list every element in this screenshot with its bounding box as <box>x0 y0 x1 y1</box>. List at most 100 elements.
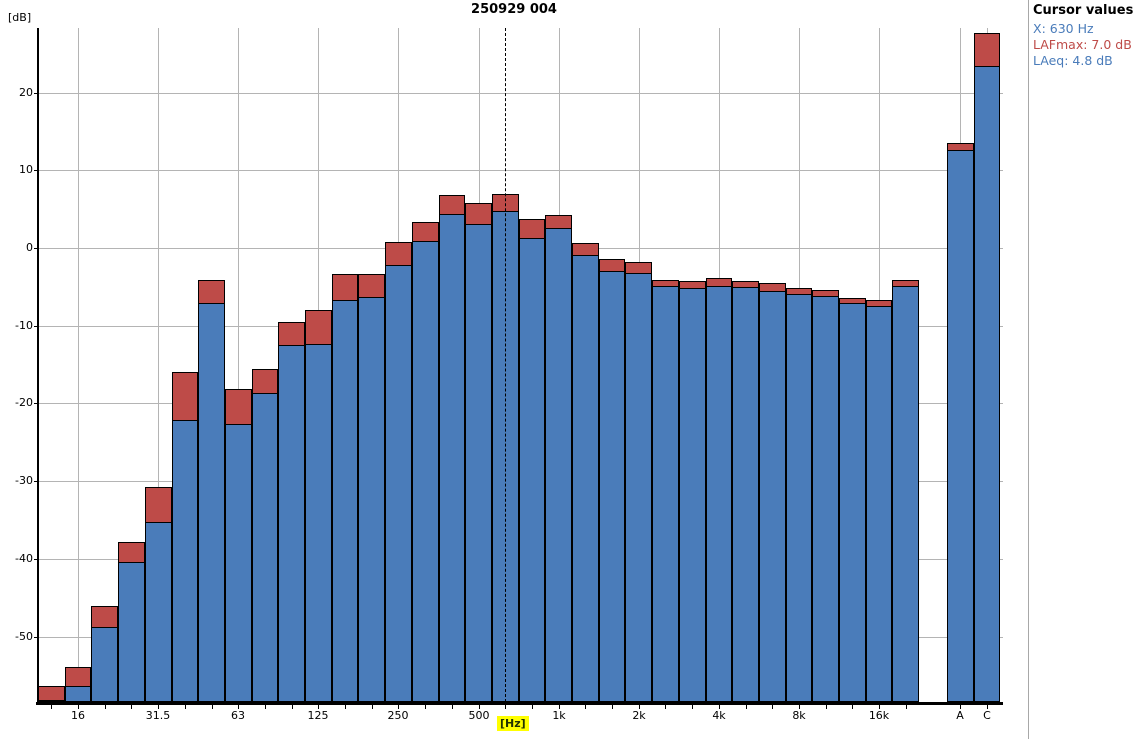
frequency-bar-6.3k[interactable] <box>759 28 786 702</box>
cursor-value-line-0: X: 630 Hz <box>1033 21 1094 36</box>
laeq-bar-segment <box>786 294 812 702</box>
overall-bar-C[interactable] <box>974 28 1000 702</box>
y-tick-label: -30 <box>15 474 33 487</box>
h-gridline <box>39 170 1003 171</box>
x-tick-label: 1k <box>552 709 566 722</box>
x-tick <box>292 705 293 709</box>
x-tick <box>987 705 988 709</box>
cursor-line[interactable] <box>505 28 506 702</box>
v-gridline <box>78 28 79 702</box>
x-tick-label: 125 <box>307 709 329 722</box>
x-tick <box>746 705 747 709</box>
y-tick-label: -40 <box>15 552 33 565</box>
v-gridline <box>158 28 159 702</box>
laeq-bar-segment <box>145 522 172 702</box>
laeq-bar-segment <box>625 273 652 702</box>
laeq-bar-segment <box>947 150 974 702</box>
plot-region: 20 10 0 -10 -20 -30 -40 -50 16 31.5 63 125 250 500 1k 2… <box>15 28 1003 722</box>
x-tick <box>265 705 266 709</box>
frequency-bar-2k[interactable] <box>625 28 652 702</box>
x-tick-label: 250 <box>387 709 409 722</box>
y-tick-label: -20 <box>15 396 33 409</box>
x-tick <box>479 705 480 709</box>
x-tick <box>158 705 159 709</box>
frequency-bar-10k[interactable] <box>812 28 839 702</box>
y-tick <box>34 93 38 94</box>
frequency-bar-3.15k[interactable] <box>679 28 706 702</box>
frequency-bar-40[interactable] <box>172 28 198 702</box>
frequency-bar-31.5[interactable] <box>145 28 172 702</box>
frequency-bar-500[interactable] <box>465 28 492 702</box>
x-tick <box>826 705 827 709</box>
frequency-bar-5k[interactable] <box>732 28 759 702</box>
y-tick <box>34 403 38 404</box>
frequency-bar-80[interactable] <box>252 28 278 702</box>
frequency-bar-2.5k[interactable] <box>652 28 679 702</box>
frequency-bar-20k[interactable] <box>892 28 919 702</box>
frequency-bar-400[interactable] <box>439 28 465 702</box>
frequency-bar-1.6k[interactable] <box>599 28 625 702</box>
y-tick <box>34 559 38 560</box>
frequency-bar-20[interactable] <box>91 28 118 702</box>
x-tick <box>105 705 106 709</box>
frequency-bar-63[interactable] <box>225 28 252 702</box>
frequency-bar-25[interactable] <box>118 28 145 702</box>
x-tick-label: 31.5 <box>145 709 171 722</box>
x-tick <box>212 705 213 709</box>
laeq-bar-segment <box>545 228 572 702</box>
frequency-bar-1k[interactable] <box>545 28 572 702</box>
laeq-bar-segment <box>812 296 839 702</box>
laeq-bar-segment <box>91 627 118 702</box>
frequency-bar-4k[interactable] <box>706 28 732 702</box>
frequency-bar-250[interactable] <box>385 28 412 702</box>
frequency-bar-100[interactable] <box>278 28 305 702</box>
frequency-bar-8k[interactable] <box>786 28 812 702</box>
x-axis-unit-label[interactable]: [Hz] <box>497 716 529 731</box>
x-tick <box>772 705 773 709</box>
frequency-bar-16k[interactable] <box>866 28 892 702</box>
x-tick <box>639 705 640 709</box>
x-tick <box>852 705 853 709</box>
cursor-value-line-2: LAeq: 4.8 dB <box>1033 53 1113 68</box>
y-tick <box>34 481 38 482</box>
x-tick-label: 2k <box>632 709 646 722</box>
x-axis <box>36 702 1003 705</box>
frequency-bar-50[interactable] <box>198 28 225 702</box>
laeq-bar-segment <box>839 303 866 702</box>
laeq-bar-segment <box>225 424 252 702</box>
cursor-panel-title: Cursor values <box>1033 3 1134 18</box>
frequency-bar-16[interactable] <box>65 28 91 702</box>
x-tick <box>318 705 319 709</box>
x-tick <box>719 705 720 709</box>
frequency-bar-315[interactable] <box>412 28 439 702</box>
x-tick <box>906 705 907 709</box>
x-tick-label: C <box>983 709 991 722</box>
frequency-bar-12.5k[interactable] <box>839 28 866 702</box>
x-tick <box>452 705 453 709</box>
chart-title: 250929 004 <box>471 2 557 17</box>
laeq-bar-segment <box>385 265 412 702</box>
x-tick <box>372 705 373 709</box>
laeq-bar-segment <box>706 286 732 702</box>
laeq-bar-segment <box>198 303 225 702</box>
x-tick <box>425 705 426 709</box>
frequency-bar-1.25k[interactable] <box>572 28 599 702</box>
cursor-value-line-1: LAFmax: 7.0 dB <box>1033 37 1132 52</box>
laeq-bar-segment <box>252 393 278 702</box>
x-tick-label: 63 <box>231 709 245 722</box>
laeq-bar-segment <box>892 286 919 702</box>
laeq-bar-segment <box>305 344 332 702</box>
frequency-bar-160[interactable] <box>332 28 358 702</box>
frequency-bar-800[interactable] <box>519 28 545 702</box>
frequency-bar-200[interactable] <box>358 28 385 702</box>
x-tick-label: 16k <box>868 709 890 722</box>
laeq-bar-segment <box>572 255 599 702</box>
frequency-bar-12.5[interactable] <box>38 28 65 702</box>
frequency-bar-125[interactable] <box>305 28 332 702</box>
x-tick <box>345 705 346 709</box>
x-tick <box>131 705 132 709</box>
x-tick-label: A <box>956 709 964 722</box>
x-tick <box>692 705 693 709</box>
laeq-bar-segment <box>412 241 439 702</box>
overall-bar-A[interactable] <box>947 28 974 702</box>
